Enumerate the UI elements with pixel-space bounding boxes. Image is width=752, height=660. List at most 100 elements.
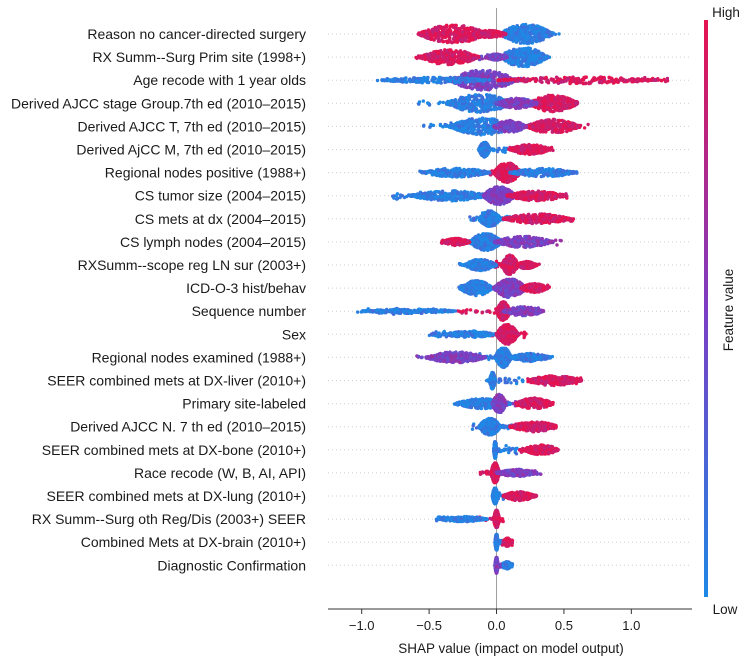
shap-point: [448, 103, 453, 107]
shap-point: [462, 97, 466, 102]
shap-point: [509, 105, 513, 109]
shap-point: [636, 77, 641, 82]
shap-point: [474, 71, 479, 76]
shap-point: [529, 36, 533, 41]
shap-point: [452, 32, 456, 36]
shap-point: [584, 81, 588, 86]
shap-point: [568, 79, 572, 84]
shap-point: [497, 78, 502, 82]
shap-point: [510, 27, 514, 31]
shap-point: [501, 150, 505, 154]
shap-point: [447, 35, 452, 40]
shap-point: [562, 122, 567, 127]
shap-point: [521, 59, 525, 63]
shap-point: [456, 58, 461, 63]
shap-point: [517, 35, 522, 40]
shap-point: [556, 97, 560, 102]
shap-point: [504, 55, 509, 60]
shap-point: [535, 129, 539, 133]
shap-point: [437, 101, 441, 106]
shap-point: [478, 119, 483, 124]
shap-point: [465, 99, 470, 104]
shap-point: [501, 31, 505, 36]
shap-point: [436, 61, 441, 66]
shap-point: [438, 33, 442, 38]
shap-point: [517, 106, 522, 110]
shap-point: [497, 72, 501, 77]
shap-point: [537, 60, 542, 64]
shap-point: [476, 129, 481, 134]
shap-point: [480, 97, 485, 102]
shap-point: [452, 25, 457, 30]
shap-point: [548, 103, 553, 108]
shap-point: [444, 34, 449, 39]
shap-point: [575, 77, 580, 82]
shap-point: [472, 83, 477, 87]
shap-point: [461, 121, 465, 126]
shap-point: [455, 80, 459, 84]
shap-point: [641, 77, 646, 82]
shap-point: [386, 78, 391, 82]
shap-point: [462, 56, 467, 60]
shap-point: [436, 49, 441, 54]
shap-point: [552, 105, 557, 109]
shap-point: [558, 123, 562, 127]
shap-point: [507, 119, 511, 123]
shap-point: [418, 33, 423, 37]
shap-point: [474, 27, 478, 32]
shap-point: [557, 107, 562, 112]
shap-point: [483, 78, 488, 82]
shap-point: [482, 132, 487, 136]
shap-point: [441, 59, 445, 64]
shap-point: [538, 27, 542, 31]
shap-point: [421, 99, 425, 103]
shap-point: [454, 76, 459, 81]
shap-point: [570, 124, 575, 129]
shap-point: [420, 55, 425, 60]
shap-point: [493, 54, 498, 59]
shap-point: [474, 93, 478, 97]
shap-point: [528, 77, 533, 82]
shap-point: [483, 128, 488, 132]
shap-point: [516, 101, 520, 105]
shap-point: [511, 123, 515, 127]
shap-point: [521, 122, 525, 127]
shap-point: [537, 96, 542, 101]
shap-point: [477, 93, 482, 98]
shap-point: [480, 105, 484, 109]
shap-point: [533, 30, 537, 35]
shap-point: [569, 76, 574, 80]
shap-point: [441, 39, 446, 44]
shap-point: [495, 101, 500, 105]
shap-point: [465, 85, 469, 90]
shap-point: [435, 80, 440, 84]
shap-point: [543, 105, 548, 109]
shap-point: [515, 122, 519, 127]
shap-point: [464, 78, 469, 83]
shap-point: [511, 60, 515, 65]
shap-point: [617, 78, 621, 83]
shap-point: [546, 80, 551, 85]
shap-point: [448, 39, 453, 44]
shap-point: [393, 77, 398, 82]
shap-point: [426, 101, 430, 106]
shap-point: [550, 78, 554, 82]
shap-point: [542, 108, 547, 113]
shap-point: [627, 78, 632, 82]
shap-point: [445, 28, 449, 33]
shap-point: [505, 98, 509, 102]
shap-point: [513, 56, 518, 61]
shap-point: [463, 38, 468, 43]
shap-point: [538, 35, 542, 40]
shap-point: [544, 75, 548, 80]
shap-point: [541, 37, 545, 42]
shap-point: [540, 80, 544, 84]
shap-point: [428, 125, 432, 129]
shap-point: [534, 39, 539, 44]
beeswarm-points: [356, 22, 670, 575]
shap-point: [397, 78, 402, 83]
shap-point: [455, 127, 459, 131]
shap-point: [545, 123, 549, 128]
shap-point: [477, 124, 482, 129]
